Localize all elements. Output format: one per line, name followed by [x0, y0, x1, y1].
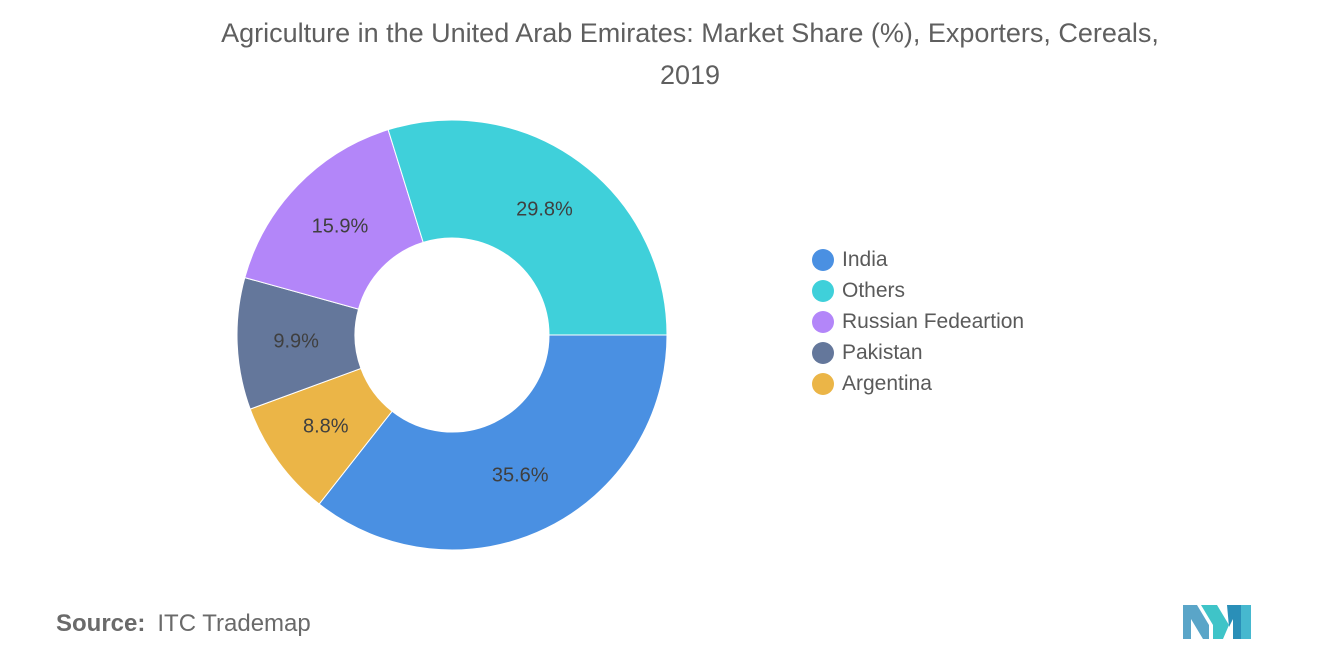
legend-label: India	[842, 247, 888, 271]
brand-logo-icon	[1183, 605, 1251, 639]
legend-item-others: Others	[812, 275, 1024, 306]
legend-swatch	[812, 279, 834, 302]
legend-swatch	[812, 372, 834, 395]
chart-title: Agriculture in the United Arab Emirates:…	[80, 12, 1300, 96]
slice-others	[387, 119, 668, 336]
source-text: ITC Trademap	[157, 610, 311, 637]
chart-title-line2: 2019	[659, 60, 721, 90]
legend-swatch	[812, 248, 834, 271]
legend-swatch	[812, 310, 834, 333]
data-label-others: 29.8%	[516, 198, 573, 220]
legend-label: Argentina	[842, 371, 932, 395]
slice-russian-fedeartion	[244, 129, 424, 310]
source-label: Source:	[56, 610, 146, 637]
chart-title-line1: Agriculture in the United Arab Emirates:…	[221, 18, 1159, 48]
legend-swatch	[812, 341, 834, 364]
legend-item-argentina: Argentina	[812, 368, 1024, 399]
data-label-india: 35.6%	[492, 464, 549, 486]
source-note: Source: ITC Trademap	[56, 610, 311, 638]
legend-label: Others	[842, 278, 906, 302]
legend-label: Russian Fedeartion	[842, 309, 1025, 333]
legend-item-india: India	[812, 244, 1024, 275]
data-label-pakistan: 9.9%	[273, 330, 319, 352]
legend-label: Pakistan	[842, 340, 923, 364]
data-label-argentina: 8.8%	[303, 416, 349, 438]
data-label-russian-fedeartion: 15.9%	[312, 215, 369, 237]
slice-india	[318, 334, 668, 551]
chart-legend: India Others Russian Fedeartion Pakistan Arg…	[812, 244, 1024, 399]
legend-item-pakistan: Pakistan	[812, 337, 1024, 368]
legend-item-russian-fedeartion: Russian Fedeartion	[812, 306, 1024, 337]
